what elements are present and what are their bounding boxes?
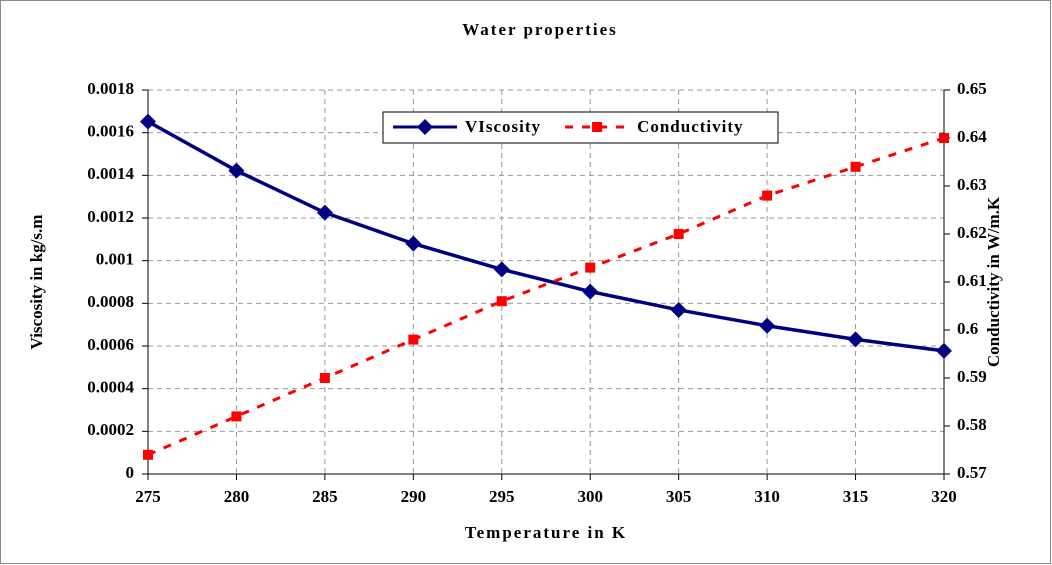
y2-tick-label: 0.6 (957, 319, 978, 338)
y2-tick-label: 0.64 (957, 127, 987, 146)
data-point (319, 373, 330, 383)
y2-tick-label: 0.57 (957, 463, 987, 482)
y-tick-label: 0.0002 (87, 420, 134, 439)
y-tick-label: 0.0014 (87, 164, 134, 183)
data-point (316, 204, 333, 221)
data-point (670, 301, 687, 318)
x-axis-title: Temperature in K (465, 523, 627, 542)
data-point (939, 133, 949, 143)
x-tick-label: 290 (401, 487, 427, 506)
y-tick-label: 0 (126, 463, 135, 482)
x-tick-label: 305 (666, 487, 692, 506)
data-point (582, 283, 599, 300)
data-point (408, 334, 419, 345)
y-tick-label: 0.0016 (87, 122, 134, 141)
legend-label: Conductivity (637, 117, 743, 136)
x-tick-label: 310 (754, 487, 780, 506)
x-tick-label: 285 (312, 487, 338, 506)
chart-title: Water properties (462, 20, 618, 39)
data-point (496, 296, 507, 307)
legend-marker (417, 119, 433, 135)
data-point (585, 262, 596, 273)
y-tick-label: 0.0018 (87, 79, 134, 98)
x-tick-label: 295 (489, 487, 515, 506)
y-tick-label: 0.0006 (87, 335, 134, 354)
y2-tick-label: 0.58 (957, 415, 987, 434)
data-point (405, 235, 422, 252)
legend-marker (592, 122, 603, 132)
series-line (147, 136, 945, 457)
y-tick-label: 0.0008 (87, 292, 134, 311)
data-point (493, 261, 510, 278)
y2-tick-label: 0.59 (957, 367, 987, 386)
y-tick-label: 0.001 (96, 250, 134, 269)
y2-tick-label: 0.62 (957, 223, 987, 242)
data-point (759, 317, 776, 334)
x-tick-label: 275 (135, 487, 161, 506)
y2-tick-label: 0.61 (957, 271, 987, 290)
data-point (850, 161, 861, 172)
data-point (673, 229, 684, 239)
y-axis-title: Viscosity in kg/s.m (27, 215, 46, 350)
data-point (143, 449, 153, 460)
x-tick-label: 280 (224, 487, 250, 506)
y2-tick-label: 0.65 (957, 79, 987, 98)
data-point (231, 411, 242, 422)
x-tick-label: 315 (843, 487, 869, 506)
data-point (762, 190, 773, 201)
x-tick-label: 320 (931, 487, 957, 506)
data-point (936, 342, 952, 359)
data-point (228, 162, 245, 179)
data-point (847, 331, 864, 348)
y-tick-label: 0.0004 (87, 378, 134, 397)
y-tick-label: 0.0012 (87, 207, 134, 226)
y2-axis-title: Conductivity in W/m.K (984, 196, 1003, 367)
legend-label: VIscosity (465, 117, 541, 136)
x-tick-label: 300 (577, 487, 603, 506)
data-point (140, 113, 156, 130)
y2-tick-label: 0.63 (957, 175, 987, 194)
series-line (147, 120, 945, 353)
